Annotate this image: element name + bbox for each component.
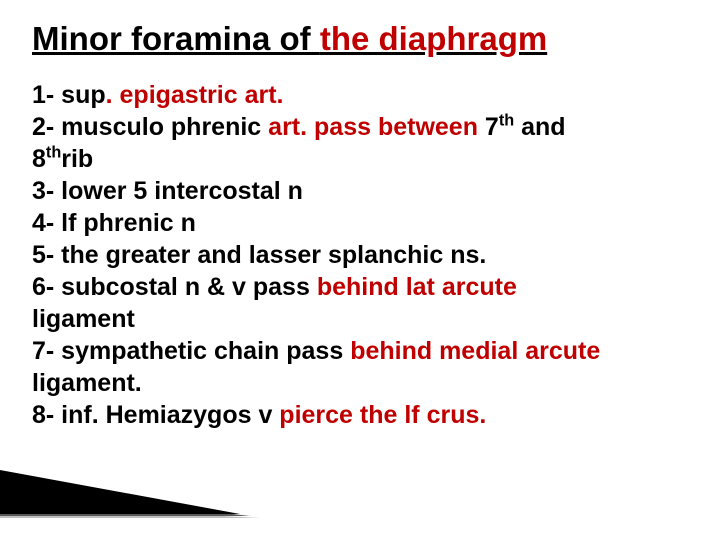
body-line: 5- the greater and lasser splanchic ns. [32, 239, 688, 271]
text-segment: ligament [32, 305, 135, 333]
body-line: 3- lower 5 intercostal n [32, 175, 688, 207]
title-black: Minor foramina of [32, 20, 320, 57]
text-segment: 4- lf phrenic n [32, 209, 196, 237]
text-segment: . epigastric art. [106, 81, 284, 109]
body-line: ligament [32, 303, 688, 335]
text-segment: art. pass between [268, 113, 485, 141]
text-segment: th [499, 112, 514, 130]
text-segment: behind lat arcute [317, 273, 517, 301]
body-line: 7- sympathetic chain pass behind medial … [32, 335, 688, 367]
text-segment: 6- subcostal n & v pass [32, 273, 317, 301]
text-segment: 7 [485, 113, 499, 141]
text-segment: behind medial arcute [350, 337, 600, 365]
text-segment: and [514, 113, 565, 141]
text-segment: pierce the lf crus. [279, 401, 486, 429]
title-red: the diaphragm [320, 20, 547, 57]
text-segment: 1- sup [32, 81, 106, 109]
text-segment: ligament. [32, 369, 142, 397]
body-line: 8thrib [32, 143, 688, 175]
text-segment: 8 [32, 145, 46, 173]
body-line: 1- sup. epigastric art. [32, 79, 688, 111]
decorative-wedge [0, 470, 260, 518]
text-segment: th [46, 144, 61, 162]
text-segment: rib [61, 145, 93, 173]
body-line: 6- subcostal n & v pass behind lat arcut… [32, 271, 688, 303]
text-segment: 7- sympathetic chain pass [32, 337, 350, 365]
text-segment: 2- musculo phrenic [32, 113, 268, 141]
body-line: ligament. [32, 367, 688, 399]
text-segment: 8- inf. Hemiazygos v [32, 401, 279, 429]
body-line: 4- lf phrenic n [32, 207, 688, 239]
body-line: 8- inf. Hemiazygos v pierce the lf crus. [32, 399, 688, 431]
slide-title: Minor foramina of the diaphragm [32, 18, 688, 59]
slide: Minor foramina of the diaphragm 1- sup. … [0, 0, 720, 540]
body-text: 1- sup. epigastric art.2- musculo phreni… [32, 79, 688, 431]
text-segment: 3- lower 5 intercostal n [32, 177, 303, 205]
text-segment: 5- the greater and lasser splanchic ns. [32, 241, 486, 269]
body-line: 2- musculo phrenic art. pass between 7th… [32, 111, 688, 143]
